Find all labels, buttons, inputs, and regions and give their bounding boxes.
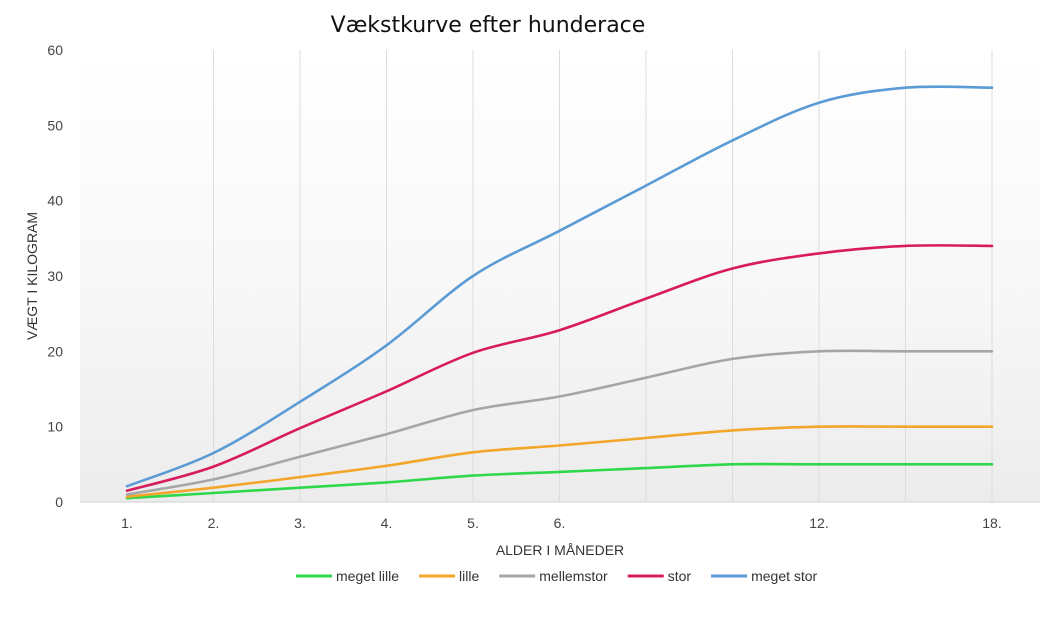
series-line-meget-stor bbox=[125, 85, 994, 488]
y-tick-label: 30 bbox=[47, 268, 63, 284]
x-tick-label: 18. bbox=[982, 515, 1001, 531]
y-tick-label: 60 bbox=[47, 42, 63, 58]
series-line-mellemstor bbox=[125, 349, 994, 496]
y-axis-label: VÆGT I KILOGRAM bbox=[24, 212, 40, 340]
x-axis-label: ALDER I MÅNEDER bbox=[496, 542, 624, 558]
chart-title: Vækstkurve efter hunderace bbox=[331, 13, 646, 38]
series-line-stor bbox=[125, 244, 994, 492]
x-tick-label: 6. bbox=[554, 515, 566, 531]
y-tick-label: 40 bbox=[47, 193, 63, 209]
x-tick-label: 12. bbox=[809, 515, 828, 531]
x-tick-label: 3. bbox=[294, 515, 306, 531]
series-lines bbox=[125, 85, 994, 500]
x-tick-label: 4. bbox=[381, 515, 393, 531]
legend: meget lille lille mellemstor stor meget stor bbox=[296, 568, 818, 584]
x-axis-ticks: 1. 2. 3. 4. 5. 6. 12. 18. bbox=[121, 515, 1002, 531]
y-axis-ticks: 0 10 20 30 40 50 60 bbox=[47, 42, 63, 510]
legend-label-mellemstor: mellemstor bbox=[539, 568, 608, 584]
x-tick-label: 2. bbox=[208, 515, 220, 531]
y-tick-label: 10 bbox=[47, 419, 63, 435]
series-line-meget-lille bbox=[125, 462, 994, 500]
x-tick-label: 1. bbox=[121, 515, 133, 531]
legend-label-lille: lille bbox=[459, 568, 479, 584]
x-tick-label: 5. bbox=[467, 515, 479, 531]
series-line-lille bbox=[125, 425, 994, 498]
legend-label-meget-stor: meget stor bbox=[751, 568, 817, 584]
y-tick-label: 0 bbox=[55, 494, 63, 510]
y-tick-label: 20 bbox=[47, 343, 63, 359]
y-tick-label: 50 bbox=[47, 117, 63, 133]
legend-label-stor: stor bbox=[668, 568, 692, 584]
legend-label-meget-lille: meget lille bbox=[336, 568, 399, 584]
